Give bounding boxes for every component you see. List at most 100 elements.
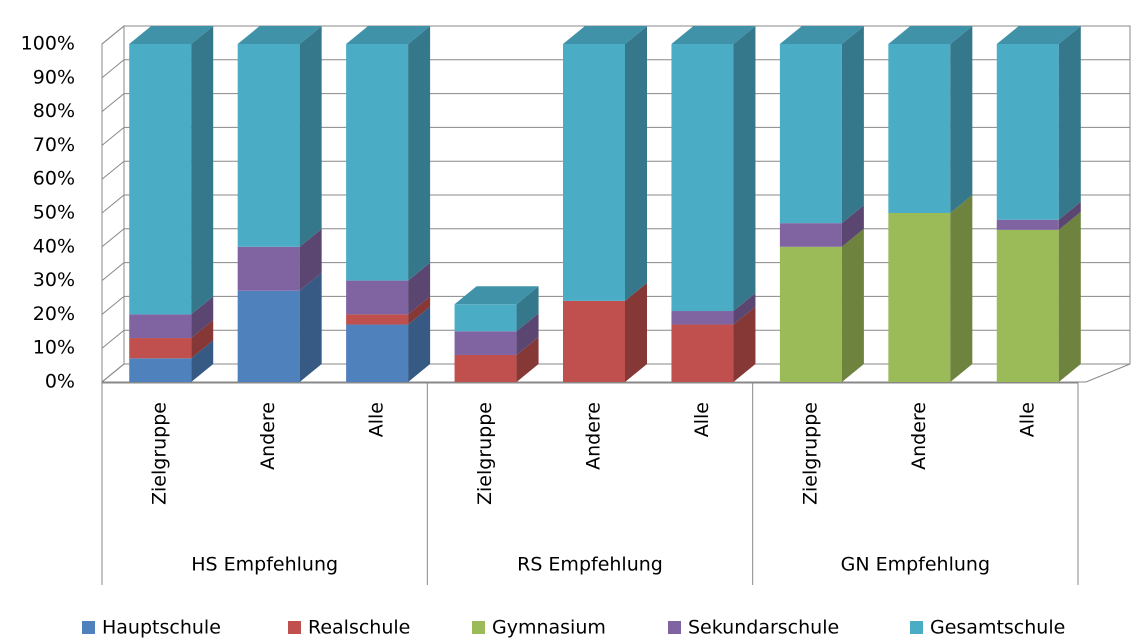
bar-side xyxy=(299,228,322,291)
bar-front xyxy=(237,290,300,382)
bar-side xyxy=(950,195,973,382)
bar-front xyxy=(237,44,300,247)
bar-front xyxy=(454,304,517,332)
bar-top xyxy=(779,26,864,44)
legend-swatch xyxy=(288,621,301,634)
y-tick-label: 90% xyxy=(33,66,75,88)
bar-side xyxy=(191,296,214,339)
bar-segment xyxy=(888,26,973,213)
x-tick-label: Alle xyxy=(366,402,388,437)
bar-top xyxy=(671,26,756,44)
bar-side xyxy=(299,272,322,382)
bar-front xyxy=(888,44,951,213)
bar-side xyxy=(733,293,756,325)
bar-segment xyxy=(346,306,431,382)
bar-segment xyxy=(346,26,431,281)
bar-segment xyxy=(563,26,647,301)
bar-front xyxy=(346,324,409,382)
bar-side xyxy=(408,296,431,325)
x-tick-label: Andere xyxy=(257,402,279,470)
legend-swatch xyxy=(910,621,923,634)
legend-swatch xyxy=(82,621,95,634)
bar-segment xyxy=(129,296,214,339)
bar-side xyxy=(516,286,539,332)
bar-front xyxy=(671,324,734,382)
bar-side xyxy=(516,313,539,355)
x-tick-label: Zielgruppe xyxy=(149,402,171,505)
bar-front xyxy=(888,213,951,382)
bar-segment xyxy=(129,26,214,315)
legend-swatch xyxy=(668,621,681,634)
bar-front xyxy=(996,219,1059,230)
legend-label: Gesamtschule xyxy=(930,617,1065,639)
bar-segment xyxy=(671,26,756,312)
bar-side xyxy=(1058,26,1081,220)
bar-front xyxy=(237,246,300,291)
x-tick-label: Andere xyxy=(908,402,930,470)
bar-segment xyxy=(129,340,214,382)
bar-side xyxy=(1058,211,1081,382)
bar-front xyxy=(671,44,734,312)
bar-segment xyxy=(996,26,1081,220)
y-tick-label: 60% xyxy=(33,168,75,190)
bar-side xyxy=(625,26,647,301)
bar-side xyxy=(841,26,864,224)
bar-segment xyxy=(779,228,864,382)
bar-top xyxy=(237,26,322,44)
bar-segment xyxy=(671,293,756,325)
bar-segment xyxy=(129,320,214,359)
y-tick-label: 10% xyxy=(33,337,75,359)
bar-segment xyxy=(779,205,864,247)
bar-top xyxy=(888,26,973,44)
group-label: RS Empfehlung xyxy=(517,554,663,576)
y-tick-label: 0% xyxy=(45,371,75,393)
bar-side xyxy=(625,282,647,382)
bar-front xyxy=(563,44,625,301)
y-tick-label: 50% xyxy=(33,202,75,224)
legend-swatch xyxy=(472,621,485,634)
x-tick-label: Alle xyxy=(691,402,713,437)
group-label: GN Empfehlung xyxy=(841,554,990,576)
bar-side xyxy=(841,228,864,382)
bar-side xyxy=(841,205,864,247)
bar-side xyxy=(408,306,431,382)
bar-side xyxy=(408,262,431,315)
bar-front xyxy=(346,44,409,281)
y-tick-label: 70% xyxy=(33,134,75,156)
bar-front xyxy=(996,44,1059,220)
bar-segment xyxy=(454,336,539,382)
bar-side xyxy=(733,26,756,312)
bar-side xyxy=(733,306,756,382)
bar-front xyxy=(671,311,734,325)
x-tick-label: Zielgruppe xyxy=(799,402,821,505)
bar-top xyxy=(996,26,1081,44)
bar-front xyxy=(129,338,192,359)
bar-side xyxy=(191,320,214,359)
bar-front xyxy=(996,229,1059,382)
y-tick-label: 20% xyxy=(33,303,75,325)
bar-side xyxy=(516,336,539,382)
bar-segment xyxy=(346,262,431,315)
bar-side xyxy=(191,26,214,315)
bar-side xyxy=(1058,201,1081,230)
legend-label: Gymnasium xyxy=(492,617,606,639)
bar-front xyxy=(779,223,842,247)
bar-top xyxy=(454,286,539,305)
legend-label: Hauptschule xyxy=(102,617,221,639)
bar-segment xyxy=(888,195,973,382)
grid-line xyxy=(101,25,1130,45)
bar-segment xyxy=(237,272,322,382)
bar-front xyxy=(779,246,842,382)
bar-top xyxy=(129,26,214,44)
y-tick-label: 80% xyxy=(33,100,75,122)
bar-front xyxy=(454,354,517,382)
bar-top xyxy=(563,26,647,44)
y-tick-label: 30% xyxy=(33,269,75,291)
bar-segment xyxy=(454,313,539,355)
bar-segment xyxy=(563,282,647,382)
bar-side xyxy=(950,26,973,213)
bar-front xyxy=(346,280,409,315)
bar-front xyxy=(129,358,192,382)
bar-segment xyxy=(779,26,864,224)
bar-segment xyxy=(671,306,756,382)
